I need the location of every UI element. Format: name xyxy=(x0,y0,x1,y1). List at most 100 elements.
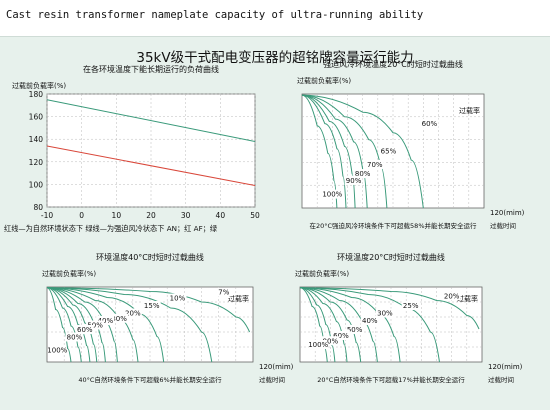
y-tick-label: 140 xyxy=(29,135,44,144)
curve-label: 60% xyxy=(333,332,349,340)
series-line xyxy=(299,287,362,363)
label-bg xyxy=(110,313,129,323)
y-tick-label: 120 xyxy=(29,158,44,167)
curve-label: 30% xyxy=(377,310,393,318)
x-tick-label: 20 xyxy=(146,211,156,220)
chart-title: 强迫风冷环境温度20°C时短时过载曲线 xyxy=(323,59,463,69)
legend-title: 过载率 xyxy=(228,294,249,303)
curve-label: 100% xyxy=(322,191,342,199)
y-axis-label: 过载前负载率(%) xyxy=(297,76,351,85)
nameplate-panel: 35kV级干式配电变压器的超铭牌容量运行能力 在各环境温度下能长期运行的负荷曲线… xyxy=(0,36,550,410)
curve-label: 15% xyxy=(144,302,160,310)
series-line xyxy=(46,287,72,363)
page-caption: Cast resin transformer nameplate capacit… xyxy=(6,9,424,21)
label-bg xyxy=(65,332,84,342)
y-axis-label: 过载前负载率(%) xyxy=(12,81,66,90)
series-line xyxy=(301,94,347,209)
chart-title: 在各环境温度下能长期运行的负荷曲线 xyxy=(83,64,219,74)
series-line xyxy=(46,287,98,363)
y-tick-label: 160 xyxy=(29,113,44,122)
series-line xyxy=(299,287,480,330)
label-bg xyxy=(365,159,384,169)
x-axis-label: 120(mim) xyxy=(259,363,294,371)
curve-label: 20% xyxy=(125,310,141,318)
label-bg xyxy=(75,325,94,334)
curve-label: 80% xyxy=(67,334,83,342)
x-axis-note: 过载时间 xyxy=(259,375,285,384)
curve-label: 40% xyxy=(98,317,114,325)
series-line xyxy=(301,94,424,209)
curve-label: 80% xyxy=(355,170,371,178)
label-bg xyxy=(214,287,233,297)
label-bg xyxy=(353,169,372,179)
y-axis-label: 过载前负载率(%) xyxy=(42,269,96,278)
curve-label: 20% xyxy=(444,292,460,300)
label-bg xyxy=(379,146,398,156)
series-line xyxy=(299,287,348,363)
x-axis-label: 120(mim) xyxy=(488,363,523,371)
curve-label: 70% xyxy=(367,161,383,169)
curve-label: 30% xyxy=(111,315,127,323)
label-bg xyxy=(321,336,340,346)
x-axis-label: 120(mim) xyxy=(490,209,525,217)
curve-label: 25% xyxy=(403,302,419,310)
label-bg xyxy=(123,308,142,318)
y-tick-label: 80 xyxy=(33,203,43,212)
chart-footnote: 20°C自然环境条件下可超载17%并能长期安全运行 xyxy=(317,375,465,384)
label-bg xyxy=(86,320,105,330)
series-line xyxy=(46,287,91,363)
curve-label: 40% xyxy=(362,317,378,325)
label-bg xyxy=(442,291,461,301)
label-bg xyxy=(360,316,379,325)
series-line xyxy=(46,287,251,333)
curve-label: 90% xyxy=(346,177,362,185)
curve-label: 50% xyxy=(347,326,363,334)
label-bg xyxy=(309,340,328,349)
chart-footnote: 40°C自然环境条件下可超载6%并能长期安全运行 xyxy=(78,375,222,384)
curve-label: 100% xyxy=(308,341,328,349)
x-tick-label: -10 xyxy=(41,211,53,220)
series-line xyxy=(301,94,388,209)
curve-label: 7% xyxy=(218,289,229,297)
x-axis-note: 过载时间 xyxy=(488,375,514,384)
series-line xyxy=(299,287,336,363)
y-tick-label: 180 xyxy=(29,90,44,99)
label-bg xyxy=(345,325,364,334)
x-tick-label: 30 xyxy=(181,211,191,220)
x-tick-label: 50 xyxy=(250,211,260,220)
curve-label: 60% xyxy=(77,326,93,334)
label-bg xyxy=(375,308,394,318)
label-bg xyxy=(96,316,115,325)
chart-title: 环境温度40°C时短时过载曲线 xyxy=(96,252,204,262)
label-bg xyxy=(323,189,342,199)
chart-footnote: 红线—为自然环境状态下 绿线—为强迫风冷状态下 AN；红 AF；绿 xyxy=(4,224,217,233)
legend-title: 过载率 xyxy=(457,294,478,303)
label-bg xyxy=(142,301,161,310)
label-bg xyxy=(420,118,439,128)
y-tick-label: 100 xyxy=(29,180,44,189)
x-tick-label: 40 xyxy=(216,211,226,220)
curve-label: 10% xyxy=(170,295,186,303)
y-axis-label: 过载前负载率(%) xyxy=(295,269,349,278)
main-title: 35kV级干式配电变压器的超铭牌容量运行能力 xyxy=(136,50,414,66)
series-line xyxy=(299,287,378,363)
curve-label: 80% xyxy=(323,337,339,345)
label-bg xyxy=(331,331,350,340)
curve-label: 65% xyxy=(381,147,397,155)
series-line xyxy=(46,287,213,363)
label-bg xyxy=(401,301,420,310)
chart-footnote: 在20°C强迫风冷环境条件下可超载58%并能长期安全运行 xyxy=(309,221,477,230)
x-tick-label: 10 xyxy=(112,211,122,220)
series-line xyxy=(46,287,82,363)
label-bg xyxy=(48,345,67,355)
legend-title: 过载率 xyxy=(459,106,480,115)
series-line xyxy=(301,94,338,209)
curve-label: 50% xyxy=(87,322,103,330)
curve-label: 100% xyxy=(47,346,67,354)
label-bg xyxy=(168,293,187,303)
x-axis-note: 过载时间 xyxy=(490,221,516,230)
